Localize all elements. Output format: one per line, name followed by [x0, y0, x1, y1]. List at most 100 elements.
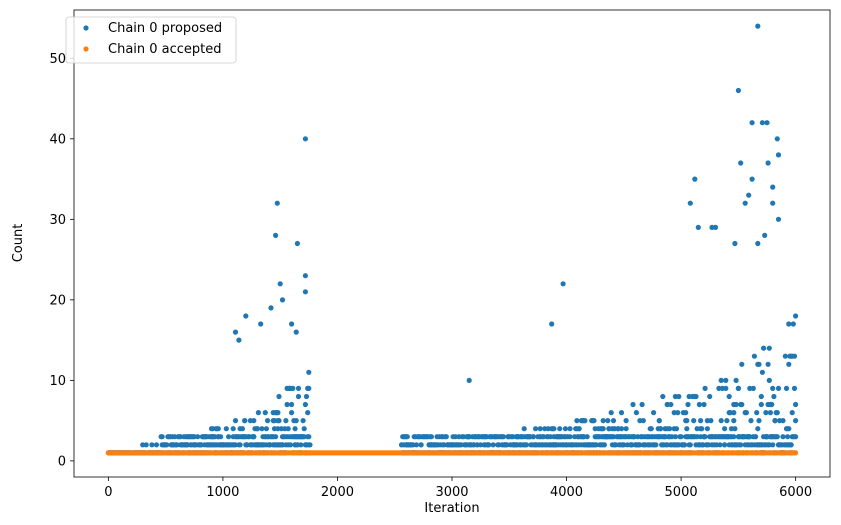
proposed-point	[289, 321, 295, 327]
proposed-point	[153, 442, 160, 448]
proposed-point	[230, 426, 236, 432]
proposed-point	[262, 410, 268, 416]
proposed-point	[283, 418, 289, 424]
proposed-point	[770, 200, 776, 206]
proposed-point	[770, 184, 776, 190]
proposed-point	[533, 426, 539, 432]
x-tick-label: 0	[104, 485, 112, 500]
proposed-point	[738, 442, 744, 448]
proposed-point	[551, 426, 557, 432]
proposed-point	[735, 87, 742, 94]
proposed-point	[404, 434, 410, 440]
proposed-point	[676, 393, 682, 400]
proposed-point	[759, 369, 766, 375]
proposed-point	[258, 321, 264, 327]
proposed-point	[783, 385, 790, 391]
proposed-point	[302, 401, 308, 408]
proposed-point	[724, 418, 730, 424]
proposed-point	[770, 442, 776, 448]
proposed-point	[723, 385, 729, 391]
proposed-point	[306, 385, 312, 391]
proposed-point	[732, 426, 738, 432]
proposed-point	[294, 240, 300, 247]
proposed-point	[717, 442, 723, 448]
y-tick-label: 40	[49, 132, 66, 147]
proposed-point	[722, 442, 728, 448]
x-axis-ticks: 0 1000 2000 3000 4000 5000 6000	[104, 477, 812, 500]
proposed-point	[295, 393, 302, 400]
x-axis-label: Iteration	[424, 501, 479, 516]
proposed-point	[562, 426, 569, 432]
proposed-point	[275, 410, 281, 416]
y-axis-ticks: 0 10 20 30 40 50	[49, 52, 74, 469]
proposed-point	[236, 337, 242, 343]
proposed-point	[756, 361, 762, 367]
proposed-point	[600, 418, 606, 424]
proposed-point	[466, 377, 472, 383]
proposed-point	[254, 426, 260, 432]
proposed-point	[263, 426, 269, 432]
proposed-point	[761, 345, 767, 351]
proposed-point	[746, 192, 752, 198]
proposed-point	[769, 401, 775, 408]
proposed-point	[284, 401, 290, 408]
proposed-point	[675, 410, 681, 416]
proposed-point	[648, 426, 654, 432]
proposed-point	[618, 410, 625, 416]
proposed-point	[749, 176, 755, 182]
proposed-point	[693, 393, 699, 400]
proposed-point	[732, 240, 738, 247]
x-tick-label: 4000	[550, 485, 583, 500]
proposed-point	[657, 426, 664, 432]
proposed-point	[751, 353, 758, 359]
proposed-point	[574, 418, 580, 424]
proposed-point	[673, 426, 680, 432]
proposed-point	[743, 410, 750, 416]
proposed-point	[303, 393, 310, 400]
legend-marker-accepted	[83, 46, 89, 52]
proposed-point	[232, 329, 239, 335]
proposed-point	[302, 136, 308, 142]
proposed-point	[306, 369, 312, 375]
proposed-point	[149, 442, 155, 448]
proposed-point	[722, 426, 728, 432]
y-tick-label: 0	[58, 454, 66, 469]
legend-box	[65, 16, 237, 64]
proposed-point	[582, 418, 588, 424]
proposed-point	[295, 385, 302, 391]
proposed-point	[293, 418, 299, 424]
legend: Chain 0 proposed Chain 0 accepted	[65, 16, 237, 64]
proposed-point	[759, 120, 766, 126]
proposed-point	[443, 434, 449, 440]
proposed-point	[775, 152, 782, 158]
proposed-point	[755, 23, 761, 29]
proposed-point	[259, 426, 265, 432]
y-tick-label: 30	[49, 213, 66, 228]
proposed-point	[521, 426, 527, 432]
proposed-point	[718, 418, 724, 424]
proposed-point	[237, 442, 243, 448]
proposed-point	[684, 426, 690, 432]
proposed-point	[549, 321, 555, 327]
proposed-point	[692, 176, 698, 182]
proposed-point	[413, 442, 420, 448]
proposed-point	[610, 418, 617, 424]
proposed-point	[159, 434, 165, 440]
proposed-point	[273, 232, 279, 238]
proposed-point	[486, 442, 492, 448]
proposed-point	[630, 401, 636, 408]
proposed-point	[726, 393, 732, 400]
proposed-point	[687, 442, 693, 448]
proposed-point	[790, 321, 796, 327]
proposed-point	[684, 418, 690, 424]
proposed-point	[305, 410, 311, 416]
proposed-point	[770, 385, 776, 391]
proposed-point	[687, 200, 693, 206]
proposed-point	[738, 160, 744, 166]
proposed-point	[731, 418, 737, 424]
proposed-point	[567, 426, 573, 432]
proposed-point	[418, 442, 424, 448]
proposed-point	[771, 393, 777, 400]
proposed-point	[218, 434, 224, 440]
